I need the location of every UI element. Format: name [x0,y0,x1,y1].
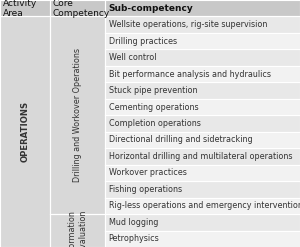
Bar [105,230,300,247]
Text: Mud logging: Mud logging [109,218,158,227]
Bar [105,66,300,82]
Bar [50,214,105,247]
Text: Well control: Well control [109,53,156,62]
Bar [50,17,105,214]
Text: Core
Competency: Core Competency [52,0,110,18]
Text: Formation
Evaluation: Formation Evaluation [68,209,87,247]
Text: Bit performance analysis and hydraulics: Bit performance analysis and hydraulics [109,70,271,79]
Text: Rig-less operations and emergency intervention: Rig-less operations and emergency interv… [109,201,300,210]
Bar [105,99,300,115]
Text: Activity
Area: Activity Area [3,0,37,18]
Text: Fishing operations: Fishing operations [109,185,182,194]
Text: Horizontal drilling and multilateral operations: Horizontal drilling and multilateral ope… [109,152,292,161]
Bar [105,82,300,99]
Text: Completion operations: Completion operations [109,119,200,128]
Bar [105,214,300,230]
Bar [105,198,300,214]
Text: Cementing operations: Cementing operations [109,103,198,112]
Text: OPERATIONS: OPERATIONS [20,101,29,162]
Text: Petrophysics: Petrophysics [109,234,159,243]
Bar [105,17,300,33]
Text: Drilling and Workover Operations: Drilling and Workover Operations [73,48,82,182]
Text: Stuck pipe prevention: Stuck pipe prevention [109,86,197,95]
Text: Drilling practices: Drilling practices [109,37,177,46]
Text: Directional drilling and sidetracking: Directional drilling and sidetracking [109,135,252,144]
Bar [105,33,300,49]
Text: Wellsite operations, rig-site supervision: Wellsite operations, rig-site supervisio… [109,20,267,29]
Bar [105,132,300,148]
Text: Workover practices: Workover practices [109,168,187,177]
Bar [105,49,300,66]
Bar [105,165,300,181]
Bar [105,148,300,165]
Bar [105,115,300,132]
Bar [50,0,105,17]
Bar [105,181,300,198]
Bar [0,17,50,247]
Bar [0,0,50,17]
Text: Sub-competency: Sub-competency [108,4,193,13]
Bar [105,0,300,17]
